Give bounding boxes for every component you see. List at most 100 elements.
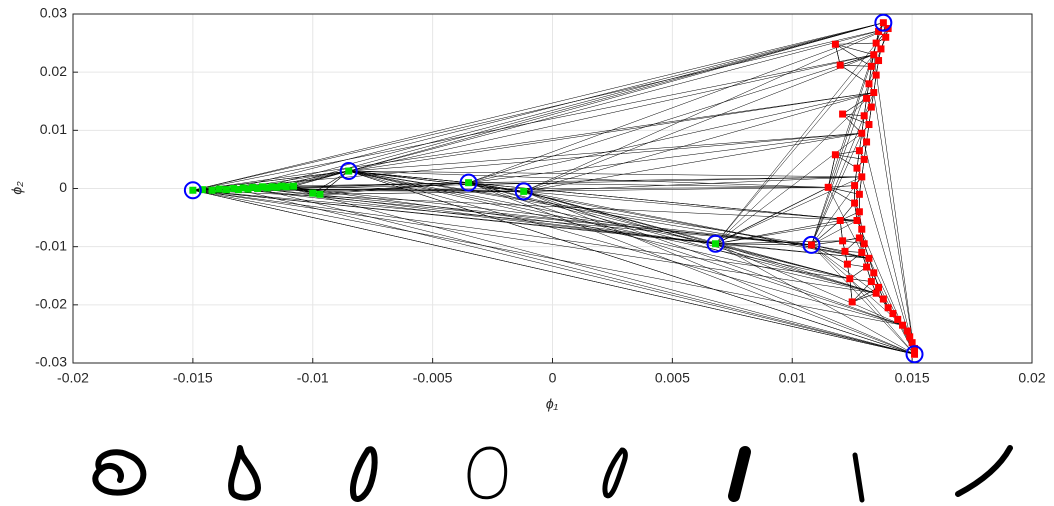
digit-image <box>92 449 147 496</box>
graph-edge <box>873 92 915 355</box>
point <box>865 80 873 88</box>
point <box>309 189 317 197</box>
point <box>872 39 880 47</box>
point <box>911 350 919 358</box>
graph-edge <box>715 54 874 244</box>
graph-edge <box>715 220 858 245</box>
graph-edge <box>523 132 862 192</box>
graph-edge <box>835 43 872 67</box>
point <box>839 237 847 245</box>
graph-edge <box>873 54 915 355</box>
graph-edge <box>523 28 889 192</box>
landmark-circle <box>706 234 725 253</box>
x-tick-label: -0.015 <box>173 370 213 386</box>
graph-edge <box>523 191 915 355</box>
graph-edge <box>192 189 716 245</box>
graph-edge <box>835 154 858 169</box>
point <box>860 155 868 163</box>
graph-edge <box>281 22 884 187</box>
graph-edge <box>811 28 889 246</box>
graph-edge <box>192 190 915 355</box>
graph-edge <box>192 132 862 191</box>
graph-edge <box>348 170 716 245</box>
y-tick-label: 0 <box>59 179 67 195</box>
y-tick-label: 0.01 <box>40 121 67 137</box>
point <box>189 186 197 194</box>
digit-image <box>728 446 751 502</box>
graph-edge <box>468 182 858 221</box>
point <box>520 187 528 195</box>
point <box>831 40 839 48</box>
graph-edge <box>523 191 850 279</box>
graph-edge <box>849 278 872 282</box>
graph-edge <box>468 176 862 183</box>
point <box>836 216 844 224</box>
graph-edge <box>811 240 843 246</box>
graph-edge <box>523 92 874 192</box>
graph-edge <box>849 278 915 355</box>
graph-edge <box>348 170 915 355</box>
graph-edge <box>715 243 869 259</box>
graph-edge <box>348 22 884 172</box>
graph-edge <box>715 176 862 244</box>
point <box>879 295 887 303</box>
point <box>858 129 866 137</box>
point <box>843 260 851 268</box>
graph-edge <box>468 132 862 183</box>
graph-edge <box>319 191 524 195</box>
graph-edge <box>348 170 870 259</box>
landmark-circle <box>459 173 478 192</box>
mark-layer <box>183 13 924 364</box>
graph-edge <box>523 176 862 192</box>
point <box>268 183 276 191</box>
point <box>863 94 871 102</box>
point <box>234 186 242 194</box>
graph-edge <box>348 170 862 178</box>
point <box>911 344 919 352</box>
x-tick-label: 0.02 <box>1018 370 1045 386</box>
graph-edge <box>468 182 524 192</box>
point <box>263 184 271 192</box>
graph-edge <box>257 188 915 355</box>
point <box>867 278 875 286</box>
point <box>290 182 298 190</box>
point <box>884 304 892 312</box>
graph-edge <box>281 185 716 245</box>
graph-edge <box>523 191 903 326</box>
graph-edge <box>835 150 860 156</box>
graph-edge <box>811 54 875 245</box>
point <box>208 186 216 194</box>
y-tick-label: 0.03 <box>40 5 67 21</box>
graph-edge <box>233 22 884 189</box>
point <box>465 179 473 187</box>
graph-edge <box>840 64 872 67</box>
point <box>254 185 262 192</box>
point <box>882 33 890 41</box>
graph-edge <box>192 187 829 191</box>
point <box>875 57 883 65</box>
y-tick-label: -0.03 <box>35 354 67 370</box>
point <box>865 254 873 262</box>
point <box>273 183 281 191</box>
point <box>867 62 875 70</box>
graph-edge <box>348 170 524 192</box>
graph-edge <box>827 154 836 188</box>
point <box>894 315 902 323</box>
graph-edge <box>468 182 915 355</box>
graph-edge <box>835 43 874 56</box>
point <box>836 61 844 69</box>
point <box>870 89 878 97</box>
graph-edge <box>715 220 841 245</box>
graph-edge <box>348 170 903 326</box>
digit-image <box>955 445 1013 497</box>
x-axis-label: ϕ₁ <box>546 396 559 412</box>
graph-edge <box>233 188 915 355</box>
graph-edge <box>827 22 884 188</box>
point <box>230 185 238 192</box>
graph-edge <box>842 113 865 117</box>
point <box>249 183 257 191</box>
graph-edge <box>715 243 850 279</box>
point <box>908 339 916 347</box>
point <box>899 321 907 329</box>
